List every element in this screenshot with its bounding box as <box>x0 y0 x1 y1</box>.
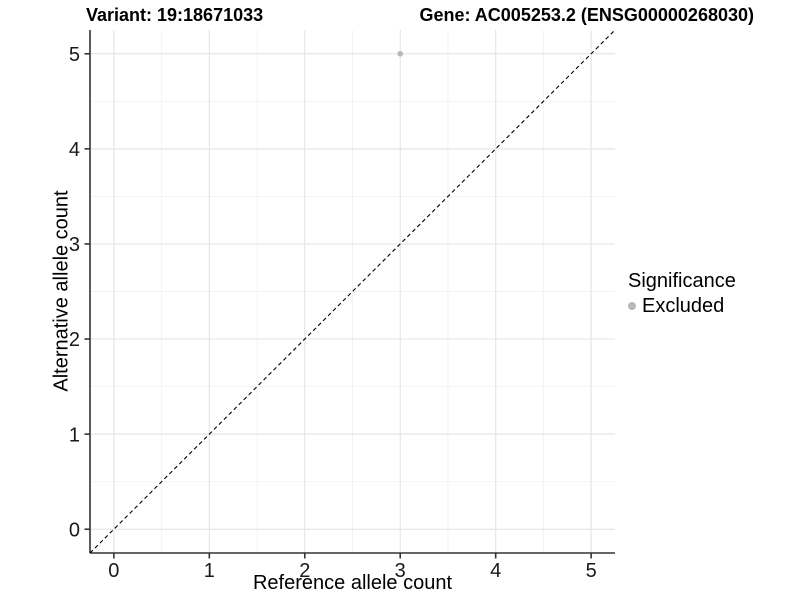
y-tick-label: 5 <box>69 44 80 66</box>
legend-item-excluded: Excluded <box>628 294 736 318</box>
legend-item-label: Excluded <box>642 295 725 317</box>
y-axis-label: Alternative allele count <box>50 190 73 392</box>
x-tick-label: 3 <box>395 560 406 582</box>
x-tick-label: 4 <box>490 560 501 582</box>
y-tick-label: 4 <box>69 139 80 161</box>
data-point <box>397 50 404 57</box>
y-tick-label: 0 <box>69 519 80 541</box>
legend: Significance Excluded <box>628 268 736 318</box>
identity-dashed-line <box>89 29 616 554</box>
x-tick-label: 1 <box>204 560 215 582</box>
y-tick-label: 3 <box>69 234 80 256</box>
plot-title-gene: Gene: AC005253.2 (ENSG00000268030) <box>419 5 754 25</box>
plot-title-variant: Variant: 19:18671033 <box>86 5 264 25</box>
x-axis-label: Reference allele count <box>252 572 452 594</box>
y-tick-label: 1 <box>69 424 80 446</box>
x-tick-label: 5 <box>586 560 597 582</box>
y-tick-label: 2 <box>69 329 80 351</box>
x-tick-label: 2 <box>299 560 310 582</box>
x-tick-label: 0 <box>108 560 119 582</box>
legend-point-icon <box>628 302 636 310</box>
legend-title: Significance <box>628 270 736 292</box>
